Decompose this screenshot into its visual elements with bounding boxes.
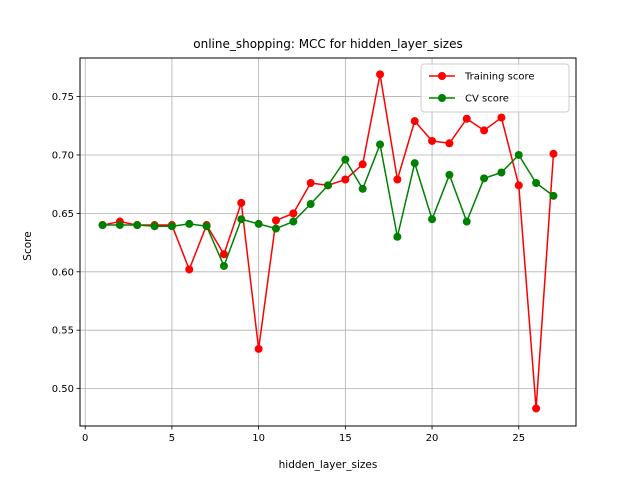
y-tick-label: 0.70: [52, 150, 74, 161]
legend-label: CV score: [465, 94, 509, 105]
grid: [80, 58, 576, 426]
data-point: [393, 232, 402, 241]
data-point: [254, 344, 263, 353]
data-point: [150, 222, 159, 231]
data-point: [480, 174, 489, 183]
data-point: [428, 136, 437, 145]
x-tick-label: 20: [426, 433, 439, 444]
data-point: [271, 224, 280, 233]
data-point: [532, 179, 541, 188]
data-point: [549, 191, 558, 200]
data-point: [133, 221, 142, 230]
data-point: [428, 215, 437, 224]
data-point: [271, 216, 280, 225]
data-point: [358, 184, 367, 193]
x-axis: 0 5 10 15 20 25: [82, 426, 525, 444]
data-point: [497, 168, 506, 177]
data-point: [202, 222, 211, 231]
data-point: [549, 149, 558, 158]
data-point: [237, 198, 246, 207]
data-point: [254, 219, 263, 228]
plot-frame: [79, 57, 577, 427]
series-layer: [98, 70, 558, 413]
data-point: [289, 217, 298, 226]
series-line: [102, 143, 554, 267]
data-point: [98, 221, 107, 230]
data-point: [306, 179, 315, 188]
x-tick-label: 25: [512, 433, 525, 444]
y-tick-label: 0.65: [52, 209, 74, 220]
data-point: [219, 250, 228, 259]
data-point: [497, 113, 506, 122]
data-point: [219, 261, 228, 270]
y-axis: 0.50 0.55 0.60 0.65 0.70 0.75: [52, 92, 80, 395]
data-point: [306, 200, 315, 209]
data-point: [393, 175, 402, 184]
data-point: [324, 181, 332, 190]
y-tick-label: 0.60: [52, 267, 74, 278]
data-point: [358, 160, 367, 169]
data-point: [289, 209, 298, 218]
data-point: [376, 70, 385, 79]
y-tick-label: 0.75: [52, 92, 74, 103]
data-point: [167, 222, 176, 231]
y-tick-label: 0.55: [52, 326, 74, 337]
x-tick-label: 15: [339, 433, 352, 444]
data-point: [237, 215, 246, 224]
data-point: [341, 155, 350, 164]
x-tick-label: 0: [82, 433, 88, 444]
data-point: [462, 114, 471, 123]
x-axis-label: hidden_layer_sizes: [279, 459, 378, 471]
data-point: [532, 404, 541, 413]
chart-title: online_shopping: MCC for hidden_layer_si…: [193, 37, 462, 51]
data-point: [462, 217, 471, 226]
data-point: [185, 219, 194, 228]
data-point: [514, 150, 523, 159]
legend-label: Training score: [464, 72, 535, 83]
legend-box: [420, 63, 570, 113]
data-point: [115, 221, 124, 230]
data-point: [376, 140, 385, 149]
data-point: [480, 126, 489, 135]
data-point: [445, 170, 454, 179]
data-point: [410, 117, 419, 126]
data-point: [410, 159, 419, 168]
data-point: [341, 175, 350, 184]
legend-marker: [438, 72, 446, 80]
data-point: [445, 139, 454, 148]
y-tick-label: 0.50: [52, 384, 74, 395]
y-axis-label: Score: [22, 231, 34, 260]
legend: Training score CV score: [420, 63, 570, 113]
legend-marker: [438, 94, 446, 102]
series-line: [102, 73, 555, 410]
data-point: [514, 181, 523, 190]
x-tick-label: 5: [169, 433, 175, 444]
data-point: [185, 265, 194, 274]
x-tick-label: 10: [252, 433, 265, 444]
